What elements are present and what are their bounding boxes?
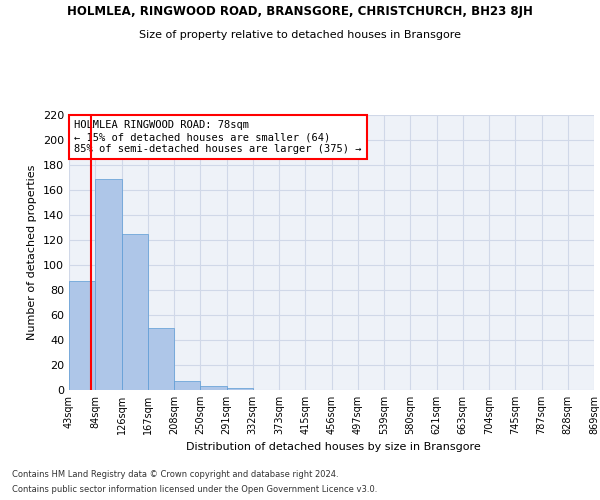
- Bar: [148, 328, 174, 390]
- Text: Contains public sector information licensed under the Open Government Licence v3: Contains public sector information licen…: [12, 485, 377, 494]
- Bar: [200, 386, 227, 390]
- Text: Size of property relative to detached houses in Bransgore: Size of property relative to detached ho…: [139, 30, 461, 40]
- Bar: [121, 234, 148, 390]
- Text: Contains HM Land Registry data © Crown copyright and database right 2024.: Contains HM Land Registry data © Crown c…: [12, 470, 338, 479]
- Text: Distribution of detached houses by size in Bransgore: Distribution of detached houses by size …: [185, 442, 481, 452]
- Y-axis label: Number of detached properties: Number of detached properties: [28, 165, 37, 340]
- Text: HOLMLEA, RINGWOOD ROAD, BRANSGORE, CHRISTCHURCH, BH23 8JH: HOLMLEA, RINGWOOD ROAD, BRANSGORE, CHRIS…: [67, 5, 533, 18]
- Bar: [95, 179, 121, 390]
- Bar: [69, 281, 95, 390]
- Bar: [174, 381, 200, 390]
- Bar: [227, 388, 253, 390]
- Text: HOLMLEA RINGWOOD ROAD: 78sqm
← 15% of detached houses are smaller (64)
85% of se: HOLMLEA RINGWOOD ROAD: 78sqm ← 15% of de…: [74, 120, 362, 154]
